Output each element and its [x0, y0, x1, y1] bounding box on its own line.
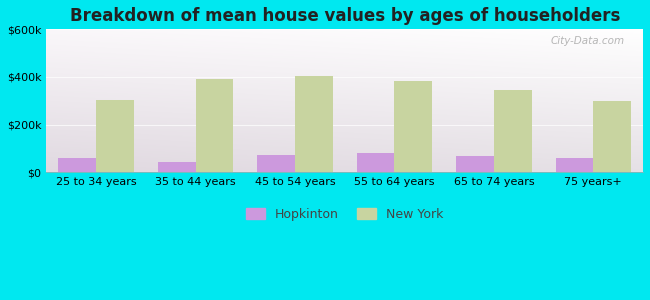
- Bar: [456, 156, 494, 172]
- Bar: [58, 158, 96, 172]
- Bar: [494, 90, 532, 172]
- Title: Breakdown of mean house values by ages of householders: Breakdown of mean house values by ages o…: [70, 7, 620, 25]
- Bar: [395, 80, 432, 172]
- Bar: [257, 155, 295, 172]
- Bar: [96, 100, 134, 172]
- Bar: [295, 76, 333, 172]
- Bar: [357, 153, 395, 172]
- Bar: [158, 162, 196, 172]
- Bar: [196, 79, 233, 172]
- Bar: [593, 101, 631, 172]
- Legend: Hopkinton, New York: Hopkinton, New York: [241, 203, 448, 226]
- Bar: [556, 158, 593, 172]
- Text: City-Data.com: City-Data.com: [551, 36, 625, 46]
